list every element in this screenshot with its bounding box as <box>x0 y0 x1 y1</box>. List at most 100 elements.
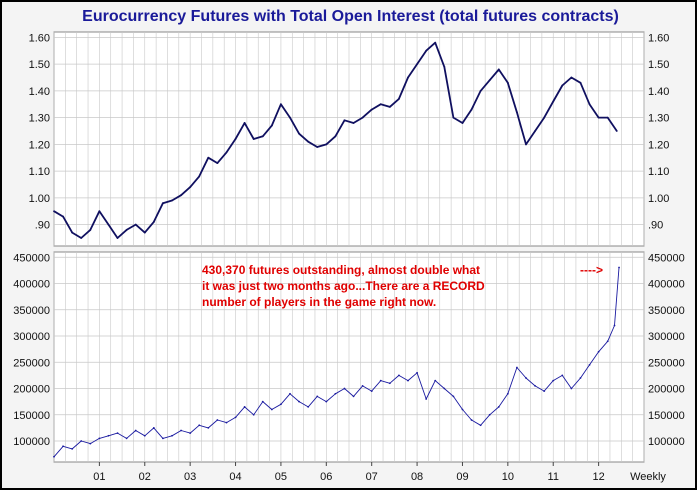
price-data-point <box>198 175 201 178</box>
x-tick-label: 05 <box>275 471 287 483</box>
price-y-tick-label-right: 1.00 <box>648 193 669 205</box>
oi-data-point <box>470 419 473 421</box>
oi-data-point <box>307 405 310 408</box>
price-data-point <box>561 84 564 87</box>
oi-data-point <box>452 395 455 398</box>
price-data-point <box>171 199 173 202</box>
price-data-point <box>488 79 491 82</box>
oi-data-point <box>252 413 255 416</box>
oi-series-line <box>53 267 620 458</box>
oi-data-point <box>289 392 291 395</box>
oi-y-tick-label-right: 150000 <box>648 410 685 422</box>
price-data-point <box>261 135 264 138</box>
price-data-point <box>225 151 228 154</box>
oi-data-point <box>588 363 591 366</box>
oi-data-point <box>107 434 110 437</box>
price-data-point <box>316 146 319 148</box>
oi-y-tick-label-right: 400000 <box>648 279 685 291</box>
oi-data-point <box>497 405 500 408</box>
oi-y-tick-label-left: 250000 <box>13 357 50 369</box>
oi-y-tick-label-left: 100000 <box>13 436 50 448</box>
oi-data-point <box>71 447 74 450</box>
oi-y-tick-label-right: 350000 <box>648 305 685 317</box>
oi-data-point <box>479 424 482 427</box>
oi-y-tick-label-left: 200000 <box>13 384 50 396</box>
x-tick-label: 06 <box>320 471 332 483</box>
oi-data-point <box>488 413 491 416</box>
oi-y-tick-label-right: 250000 <box>648 357 685 369</box>
price-data-point <box>370 108 373 111</box>
price-y-tick-label-left: 1.60 <box>29 32 50 44</box>
price-data-point <box>289 116 291 119</box>
chart-title: Eurocurrency Futures with Total Open Int… <box>82 8 619 25</box>
price-data-point <box>307 140 310 143</box>
oi-data-point <box>370 390 373 393</box>
oi-data-point <box>434 379 437 382</box>
price-data-point <box>497 68 500 71</box>
price-data-point <box>162 202 164 205</box>
price-data-point <box>53 210 55 213</box>
price-data-point <box>180 194 182 197</box>
price-data-point <box>443 65 446 68</box>
price-data-point <box>270 124 273 127</box>
oi-data-point <box>216 419 219 421</box>
price-data-point <box>407 76 409 79</box>
oi-data-point <box>561 374 564 377</box>
x-tick-label: 04 <box>229 471 241 483</box>
oi-data-point <box>243 405 246 408</box>
price-data-point <box>543 116 546 119</box>
price-data-point <box>334 135 337 138</box>
x-tick-label: 02 <box>139 471 151 483</box>
price-y-tick-label-left: .90 <box>35 220 50 232</box>
price-data-point <box>298 132 300 135</box>
price-data-point <box>379 103 382 106</box>
oi-data-point <box>606 340 609 343</box>
price-data-point <box>89 229 92 231</box>
oi-data-point <box>597 350 600 353</box>
price-data-point <box>62 215 64 218</box>
annotation-line: number of players in the game right now. <box>202 295 436 309</box>
oi-data-point <box>425 398 428 400</box>
oi-y-tick-label-right: 100000 <box>648 436 685 448</box>
x-tick-label: 11 <box>548 471 559 483</box>
oi-y-tick-label-right: 300000 <box>648 331 685 343</box>
oi-y-tick-label-left: 450000 <box>13 252 50 264</box>
oi-data-point <box>516 366 518 369</box>
price-data-point <box>325 143 328 146</box>
oi-data-point <box>379 379 382 382</box>
price-data-point <box>416 63 418 65</box>
annotation-line: 430,370 futures outstanding, almost doub… <box>202 263 480 277</box>
annotation-arrow: ----> <box>580 263 603 277</box>
price-data-point <box>525 143 527 146</box>
oi-data-point <box>89 442 92 445</box>
oi-data-point <box>579 377 582 379</box>
price-data-point <box>216 162 219 164</box>
oi-data-point <box>525 377 527 379</box>
price-data-point <box>534 130 536 132</box>
oi-data-point <box>407 379 409 382</box>
price-data-point <box>388 106 391 108</box>
oi-data-point <box>443 387 446 390</box>
price-y-tick-label-left: 1.00 <box>29 193 50 205</box>
oi-data-point <box>334 392 337 395</box>
oi-data-point <box>207 426 210 429</box>
x-tick-label: 08 <box>411 471 423 483</box>
price-data-point <box>516 111 518 114</box>
oi-y-tick-label-left: 400000 <box>13 279 50 291</box>
x-tick-label: 01 <box>93 471 105 483</box>
oi-data-point <box>543 390 546 393</box>
price-y-tick-label-left: 1.20 <box>29 139 50 151</box>
price-data-point <box>425 49 428 52</box>
oi-data-point <box>416 371 418 374</box>
oi-y-tick-label-right: 200000 <box>648 384 685 396</box>
price-data-point <box>125 229 128 231</box>
oi-y-tick-label-left: 300000 <box>13 331 50 343</box>
x-tick-label: 09 <box>456 471 468 483</box>
price-y-tick-label-right: 1.10 <box>648 166 669 178</box>
oi-data-point <box>325 400 328 403</box>
price-data-point <box>361 116 364 119</box>
price-data-point <box>597 116 600 119</box>
price-data-point <box>479 89 482 92</box>
price-y-tick-label-right: 1.50 <box>648 59 669 71</box>
